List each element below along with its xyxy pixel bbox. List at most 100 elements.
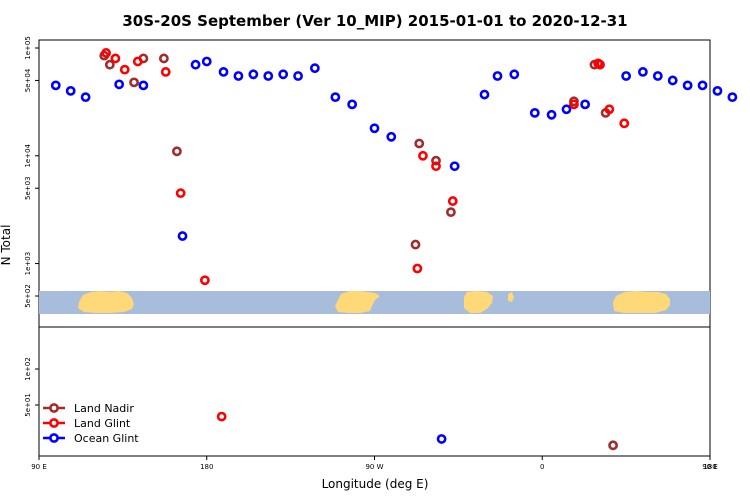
- x-tick-label: 90 E: [31, 463, 47, 471]
- ocean-glint-point: [50, 80, 61, 91]
- x-tick-label: 90 W: [365, 463, 383, 471]
- ocean-glint-point: [492, 71, 503, 81]
- land-nadir-point: [414, 138, 425, 149]
- ocean-glint-point: [712, 85, 723, 96]
- ocean-glint-point: [436, 434, 447, 444]
- ocean-glint-point: [561, 104, 572, 115]
- land-nadir-point: [129, 77, 139, 88]
- map-land-southern-africa: [464, 291, 493, 313]
- land-nadir-point: [410, 239, 421, 250]
- legend-marker: [49, 433, 59, 443]
- land-glint-point: [119, 64, 130, 75]
- ocean-glint-point: [309, 63, 320, 74]
- ocean-glint-point: [529, 107, 540, 118]
- ocean-glint-point: [667, 75, 678, 86]
- land-glint-point: [412, 263, 423, 274]
- upper-y-tick-label: 5e+03: [24, 176, 32, 200]
- ocean-glint-point: [190, 59, 201, 70]
- lower-panel-frame: [38, 326, 711, 457]
- lower-points: [216, 411, 618, 451]
- land-nadir-point: [172, 146, 182, 157]
- ocean-glint-point: [330, 92, 341, 103]
- map-land-australia: [613, 291, 670, 313]
- upper-y-tick-label: 1e+04: [24, 143, 32, 167]
- map-strip: [39, 291, 710, 314]
- ocean-glint-point: [263, 71, 274, 81]
- ocean-glint-point: [449, 161, 460, 172]
- land-nadir-point: [104, 59, 115, 70]
- land-nadir-point: [431, 155, 441, 166]
- ocean-glint-point: [682, 80, 693, 91]
- ocean-glint-point: [80, 92, 91, 103]
- legend-marker: [49, 403, 59, 413]
- ocean-glint-point: [697, 80, 708, 91]
- ocean-glint-point: [138, 80, 149, 91]
- ocean-glint-point: [580, 99, 591, 110]
- upper-y-tick-label: 5e+04: [24, 68, 32, 92]
- x-axis-label: Longitude (deg E): [322, 477, 429, 491]
- land-glint-point: [110, 53, 121, 64]
- ocean-glint-point: [278, 69, 289, 80]
- land-glint-point: [447, 196, 458, 206]
- upper-y-tick-label: 5e+02: [24, 284, 32, 308]
- legend-marker: [49, 418, 59, 428]
- land-glint-point: [101, 48, 111, 58]
- ocean-glint-point: [177, 231, 188, 241]
- x-tick-label: 90 E: [702, 463, 718, 471]
- map-land-madagascar: [508, 292, 514, 302]
- y-axis-label: N Total: [0, 225, 13, 266]
- ocean-glint-point: [509, 69, 520, 80]
- ocean-glint-point: [114, 79, 125, 90]
- upper-y-axis: 5e+02 1e+03 5e+03 1e+04 5e+04 1e+05: [24, 36, 39, 308]
- ocean-glint-point: [652, 71, 663, 81]
- map-land-south-america: [335, 291, 380, 313]
- legend-label: Land Glint: [74, 417, 131, 430]
- upper-points: [50, 48, 738, 286]
- x-tick-label: 0: [540, 463, 544, 471]
- land-glint-point: [619, 118, 630, 129]
- lower-y-tick-label: 5e+01: [24, 393, 32, 417]
- ocean-glint-point: [248, 69, 259, 80]
- map-land-africa-australia: [78, 291, 134, 313]
- legend: Land Nadir Land Glint Ocean Glint: [43, 402, 139, 445]
- ocean-glint-point: [233, 71, 244, 81]
- ocean-glint-point: [201, 56, 212, 67]
- ocean-glint-point: [621, 71, 632, 81]
- land-glint-point: [175, 188, 186, 199]
- land-glint-point: [160, 67, 171, 77]
- ocean-glint-point: [347, 99, 358, 110]
- lower-y-axis: 5e+01 1e+02: [24, 357, 39, 417]
- legend-label: Land Nadir: [74, 402, 134, 415]
- upper-panel: 5e+02 1e+03 5e+03 1e+04 5e+04 1e+05: [24, 36, 738, 328]
- x-tick-label: 180: [703, 463, 716, 471]
- chart-title: 30S-20S September (Ver 10_MIP) 2015-01-0…: [122, 12, 627, 30]
- ocean-glint-point: [218, 67, 229, 77]
- land-nadir-point: [158, 53, 169, 64]
- map-ocean-band: [39, 291, 710, 314]
- land-nadir-point: [446, 207, 456, 218]
- upper-y-tick-label: 1e+03: [24, 252, 32, 276]
- land-nadir-point: [608, 440, 618, 451]
- land-glint-point: [569, 99, 579, 110]
- land-glint-point: [431, 161, 441, 172]
- land-glint-point: [199, 275, 210, 286]
- ocean-glint-point: [479, 89, 490, 100]
- ocean-glint-point: [65, 85, 76, 96]
- ocean-glint-point: [727, 92, 738, 103]
- land-glint-point: [595, 59, 605, 70]
- ocean-glint-point: [638, 67, 648, 77]
- ocean-glint-point: [369, 123, 380, 134]
- land-glint-point: [418, 150, 428, 161]
- upper-y-tick-label: 1e+05: [24, 36, 32, 60]
- ocean-glint-point: [293, 71, 303, 81]
- land-glint-point: [132, 56, 143, 67]
- land-glint-point: [604, 104, 615, 115]
- ocean-glint-point: [386, 131, 397, 142]
- land-glint-point: [216, 411, 227, 422]
- ocean-glint-point: [546, 109, 557, 120]
- lower-y-tick-label: 1e+02: [24, 357, 32, 381]
- legend-label: Ocean Glint: [74, 432, 139, 445]
- x-tick-label: 180: [200, 463, 213, 471]
